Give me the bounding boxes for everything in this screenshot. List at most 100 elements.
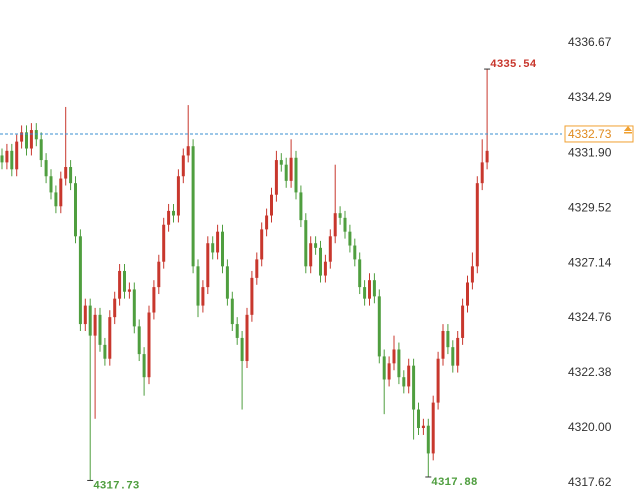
candle-body [206,243,210,288]
candle-body [78,236,82,325]
annotation-label: 4317.73 [93,480,140,492]
y-tick-label: 4334.29 [568,90,612,104]
candle-body [368,280,371,299]
candle-body [157,261,161,288]
candle-body [211,243,215,253]
y-tick-label: 4322.38 [568,365,612,379]
candle-body [162,224,166,262]
candle-body [299,192,303,221]
current-price-label: 4332.73 [568,127,612,141]
candle-body [245,314,249,362]
candle-body [201,287,205,306]
candle-body [407,365,411,387]
candle-body [44,160,48,177]
candle-body [88,305,92,336]
candle-body [93,314,97,336]
y-tick-label: 4329.52 [568,200,612,214]
candle-body [83,305,87,325]
candle-body [431,402,435,454]
candle-body [480,162,484,184]
candle-body [412,365,416,410]
candle-body [25,132,28,149]
candle-body [461,305,465,338]
y-tick-label: 4336.67 [568,35,612,49]
candle-body [387,363,391,380]
y-tick-label: 4331.90 [568,145,612,159]
candle-body [147,312,151,378]
candle-body [20,132,24,142]
candle-body [152,287,156,313]
candle-body [392,349,396,364]
candle-body [64,167,68,179]
candle-body [255,259,259,278]
candle-body [240,337,244,362]
candle-body [127,289,131,292]
candle-body [230,298,234,325]
candle-body [319,247,322,276]
annotation-label: 4335.54 [490,59,537,71]
candle-body [15,141,19,170]
candle-body [446,331,450,348]
candle-body [333,213,337,237]
candle-body [235,324,239,338]
candle-body [348,231,352,246]
candle-body [260,229,264,260]
candle-body [279,160,283,165]
candle-body [0,155,4,163]
candle-body [118,270,122,299]
candle-body [181,155,185,177]
candle-body [470,266,474,283]
candle-body [309,243,313,267]
candle-body [142,354,146,378]
candle-body [98,314,102,345]
candle-body [113,298,117,318]
candle-body [270,194,273,216]
price-arrow-icon [624,125,632,134]
candle-body [304,220,308,267]
candle-body [225,266,229,299]
candle-body [456,337,460,366]
candle-body [186,146,190,156]
candle-body [221,231,224,267]
candle-body [176,176,180,216]
candle-body [377,296,381,357]
candle-body [353,245,357,260]
candle-body [294,157,298,193]
candle-body [323,261,327,276]
candle-body [69,167,73,184]
candle-body [196,266,200,306]
candle-body [372,280,376,297]
candle-body [475,183,479,267]
y-tick-label: 4327.14 [568,255,612,269]
candle-body [123,270,126,292]
candle-body [485,150,489,163]
candle-body [417,409,420,429]
candle-body [191,146,195,267]
annotation-label: 4317.88 [431,477,478,489]
candle-body [108,317,112,359]
candle-body [34,130,38,140]
candle-body [421,425,425,429]
candle-body [39,139,43,161]
candle-body [284,164,288,181]
candle-body [363,287,367,299]
candle-body [436,358,440,403]
candle-body [167,210,171,225]
current-price-box [564,125,634,143]
candle-body [54,192,58,207]
candle-body [74,183,77,237]
candle-body [466,282,469,306]
candle-body [103,344,107,359]
candle-body [265,215,269,230]
candle-body [29,130,33,149]
candle-body [59,178,63,207]
candle-body [132,289,136,327]
candle-body [358,259,362,288]
candle-body [172,210,175,216]
candle-body [382,356,386,380]
candle-body [250,277,254,315]
candle-body [314,243,318,248]
